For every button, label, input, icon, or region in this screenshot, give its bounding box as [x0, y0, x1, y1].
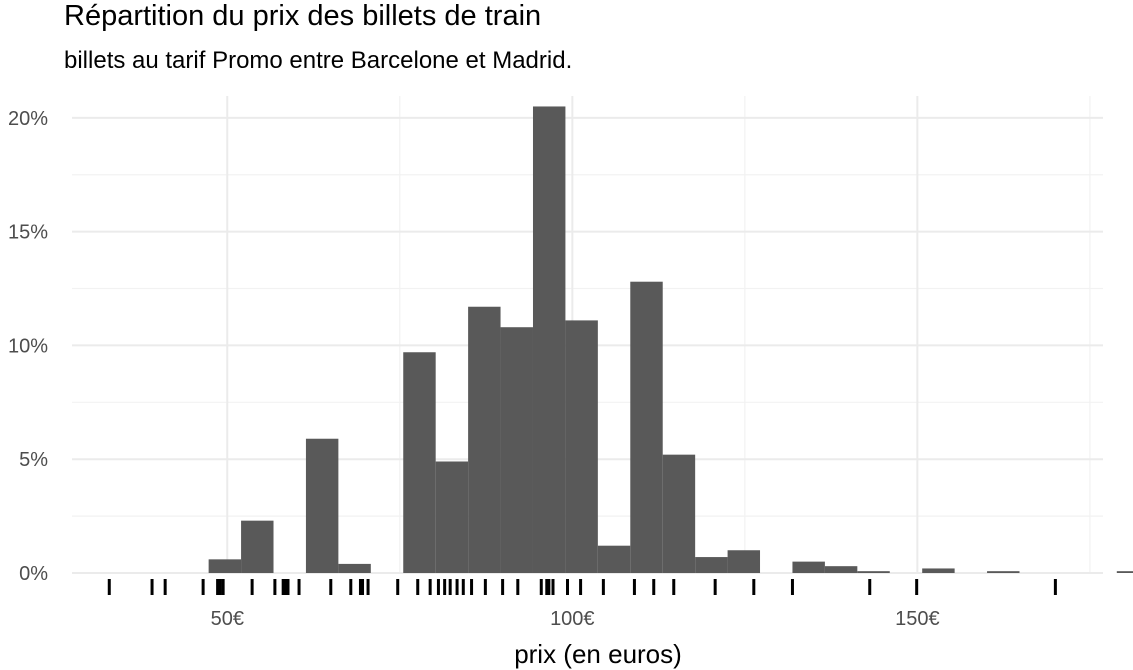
histogram-bar — [987, 571, 1020, 573]
histogram-bar — [922, 568, 955, 573]
histogram-bar — [532, 106, 566, 574]
histogram-bar — [241, 520, 274, 573]
histogram-bar — [208, 559, 242, 573]
histogram-bar — [824, 566, 858, 573]
rug-marks — [107, 579, 1057, 595]
y-tick-label: 10% — [8, 335, 48, 357]
y-axis-tick-labels: 0% 5% 10% 15% 20% — [8, 108, 48, 585]
y-tick-label: 5% — [19, 449, 48, 471]
histogram-bar — [597, 545, 631, 573]
x-tick-label: 100€ — [550, 608, 595, 630]
histogram-bar — [662, 454, 696, 573]
chart-title: Répartition du prix des billets de train — [64, 0, 542, 32]
x-tick-label: 50€ — [211, 608, 244, 630]
histogram-bar — [435, 461, 469, 573]
histogram-bar — [338, 563, 371, 573]
histogram-bar — [305, 438, 339, 573]
y-tick-label: 15% — [8, 222, 48, 244]
x-axis-title: prix (en euros) — [514, 639, 682, 669]
histogram-bar — [1116, 571, 1133, 573]
histogram-bar — [792, 561, 825, 573]
histogram-bar — [727, 550, 761, 573]
histogram-bars — [208, 106, 1133, 574]
x-axis-tick-labels: 50€ 100€ 150€ — [211, 608, 940, 630]
histogram-bar — [695, 557, 728, 573]
x-tick-label: 150€ — [895, 608, 940, 630]
histogram-bar — [500, 327, 533, 573]
y-tick-label: 20% — [8, 108, 48, 130]
y-tick-label: 0% — [19, 563, 48, 585]
histogram-bar — [403, 352, 436, 573]
histogram-bar — [468, 306, 501, 573]
histogram-bar — [857, 571, 890, 573]
histogram-bar — [630, 281, 663, 573]
histogram-bar — [565, 320, 598, 573]
chart-subtitle: billets au tarif Promo entre Barcelone e… — [64, 47, 573, 74]
